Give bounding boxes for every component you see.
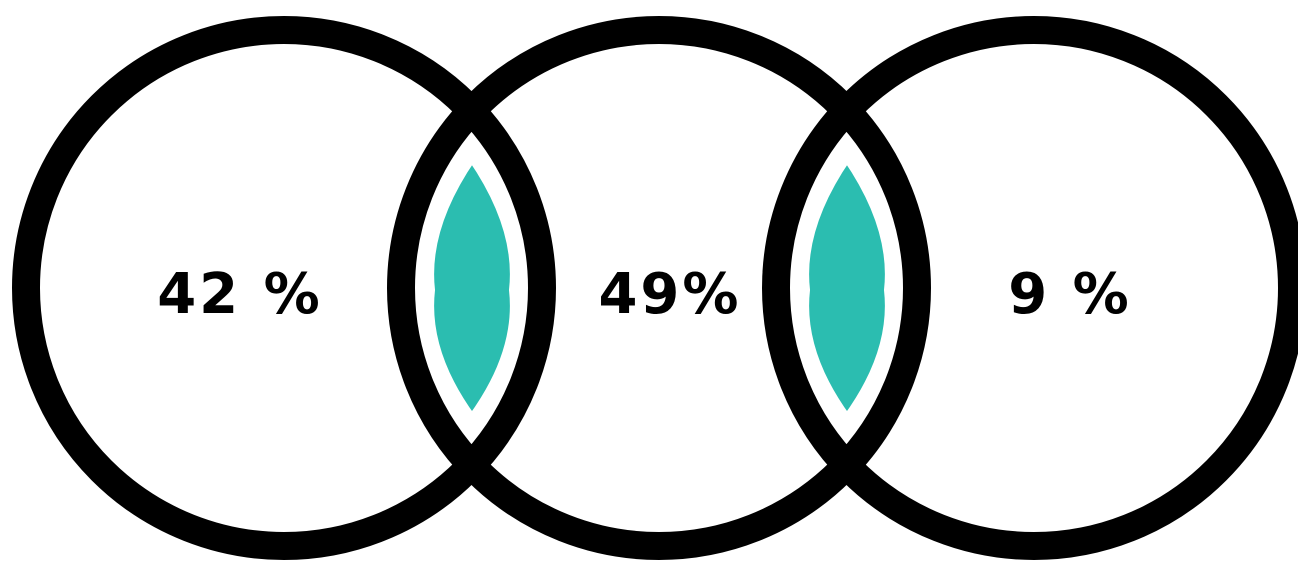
circle-middle-label: 49% (598, 262, 741, 327)
overlap-lenses (426, 150, 893, 425)
circle-left-ring (12, 16, 556, 560)
circle-right-label: 9 % (1008, 262, 1132, 327)
circle-rings (12, 16, 1298, 560)
circle-middle-ring (387, 16, 931, 560)
overlap-lens-left-middle (426, 150, 518, 425)
circle-right-ring (762, 16, 1298, 560)
circle-left-label: 42 % (157, 262, 323, 327)
overlap-lens-middle-right (801, 150, 893, 425)
